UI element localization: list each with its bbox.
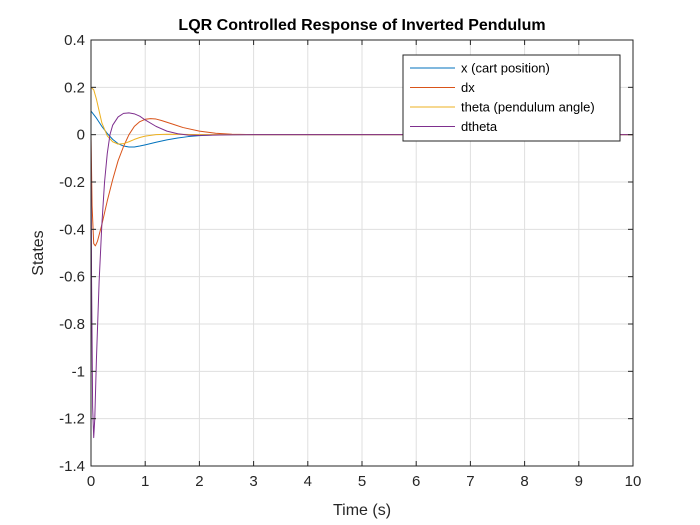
y-tick-label: 0.2 bbox=[64, 79, 85, 96]
x-tick-label: 9 bbox=[575, 473, 583, 490]
x-tick-label: 0 bbox=[87, 473, 95, 490]
y-tick-label: 0.4 bbox=[64, 32, 85, 49]
y-tick-label: -0.2 bbox=[59, 174, 85, 191]
x-tick-label: 5 bbox=[358, 473, 366, 490]
x-tick-label: 6 bbox=[412, 473, 420, 490]
y-tick-label: -1.2 bbox=[59, 411, 85, 428]
y-tick-label: -1 bbox=[72, 363, 85, 380]
series-lines bbox=[90, 86, 633, 439]
series-line bbox=[90, 118, 633, 247]
legend-label: theta (pendulum angle) bbox=[461, 100, 595, 115]
y-axis-label: States bbox=[30, 230, 47, 275]
x-tick-label: 3 bbox=[249, 473, 257, 490]
x-tick-label: 1 bbox=[141, 473, 149, 490]
series-line bbox=[90, 112, 633, 439]
legend: x (cart position) dx theta (pendulum angle… bbox=[402, 54, 621, 142]
y-tick-label: -1.4 bbox=[59, 458, 85, 475]
x-axis-label: Time (s) bbox=[333, 502, 391, 519]
x-tick-label: 10 bbox=[625, 473, 642, 490]
y-tick-label: -0.4 bbox=[59, 221, 85, 238]
y-tick-label: -0.6 bbox=[59, 269, 85, 286]
legend-label: x (cart position) bbox=[461, 61, 550, 76]
legend-label: dtheta bbox=[461, 119, 498, 134]
legend-label: dx bbox=[461, 80, 475, 95]
x-tick-label: 2 bbox=[195, 473, 203, 490]
chart-title: LQR Controlled Response of Inverted Pend… bbox=[178, 17, 545, 34]
axis-ticks: 0 1 2 3 4 5 6 7 8 9 10 0.4 0.2 0 -0.2 -0.4 -0.6 -0.8 -1 -1.… bbox=[59, 32, 641, 490]
x-tick-label: 4 bbox=[304, 473, 312, 490]
x-tick-label: 7 bbox=[466, 473, 474, 490]
y-tick-label: 0 bbox=[77, 127, 85, 144]
x-tick-label: 8 bbox=[520, 473, 528, 490]
y-tick-label: -0.8 bbox=[59, 316, 85, 333]
